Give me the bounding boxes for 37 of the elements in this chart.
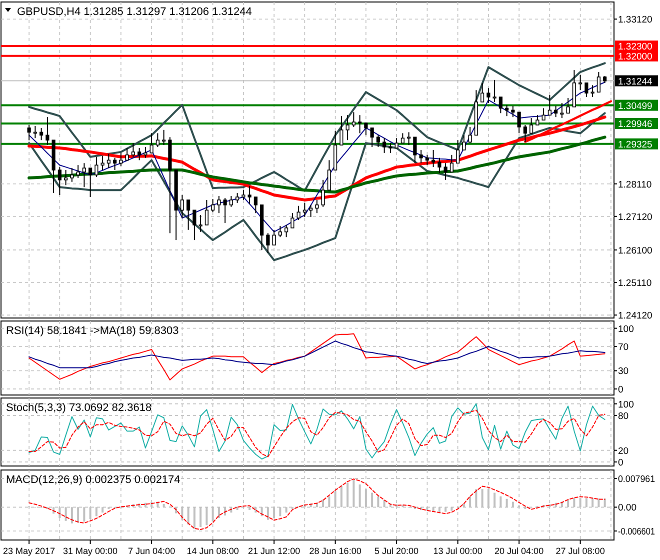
ref-line-label: 1.29946 <box>618 118 652 130</box>
y-tick-label: 1.28110 <box>618 179 652 190</box>
y-tick-label: 0.00 <box>618 502 636 514</box>
y-tick-label: 1.33120 <box>618 14 652 26</box>
ref-line-label: 1.30499 <box>618 100 652 112</box>
y-tick-label: 30 <box>618 366 629 378</box>
y-tick-label: 0.007961 <box>618 474 658 485</box>
chart-title: RSI(14) 58.1841 ->MA(18) 59.8303 <box>6 325 179 337</box>
y-tick-label: 20 <box>618 446 629 457</box>
x-tick-label: 21 Jun 12:00 <box>248 546 300 556</box>
y-tick-label: 1.25110 <box>618 278 652 289</box>
x-tick-label: 20 Jul 04:00 <box>494 546 544 556</box>
x-tick-label: 31 May 00:00 <box>63 546 118 556</box>
y-tick-label: 1.27120 <box>618 212 652 223</box>
y-tick-label: 0 <box>618 384 624 396</box>
chart-title: Stoch(5,3,3) 73.0692 82.3618 <box>6 402 152 414</box>
chart-title: GBPUSD,H4 1.31285 1.31297 1.31206 1.31244 <box>17 6 252 18</box>
y-tick-label: 0 <box>618 457 624 468</box>
y-tick-label: -0.006601 <box>618 526 660 538</box>
x-tick-label: 7 Jun 04:00 <box>128 546 176 556</box>
ref-line-label: 1.31244 <box>618 76 652 88</box>
y-tick-label: 80 <box>618 410 629 422</box>
y-tick-label: 100 <box>618 324 634 335</box>
x-tick-label: 14 Jun 08:00 <box>186 546 239 556</box>
x-tick-label: 13 Jul 00:00 <box>433 546 482 556</box>
x-tick-label: 23 May 2017 <box>3 546 56 556</box>
x-tick-label: 5 Jul 20:00 <box>374 546 419 556</box>
ref-line-label: 1.29325 <box>618 139 652 150</box>
y-tick-label: 100 <box>618 399 634 410</box>
x-tick-label: 28 Jun 16:00 <box>309 546 362 556</box>
ref-line-label: 1.32300 <box>618 42 652 53</box>
y-tick-label: 70 <box>618 342 629 353</box>
ref-line-label: 1.32000 <box>618 51 652 62</box>
y-tick-label: 1.24120 <box>618 310 652 322</box>
chart-title: MACD(12,26,9) 0.002375 0.002174 <box>6 474 180 486</box>
y-tick-label: 1.26100 <box>618 245 652 256</box>
x-tick-label: 27 Jul 08:00 <box>556 546 605 556</box>
